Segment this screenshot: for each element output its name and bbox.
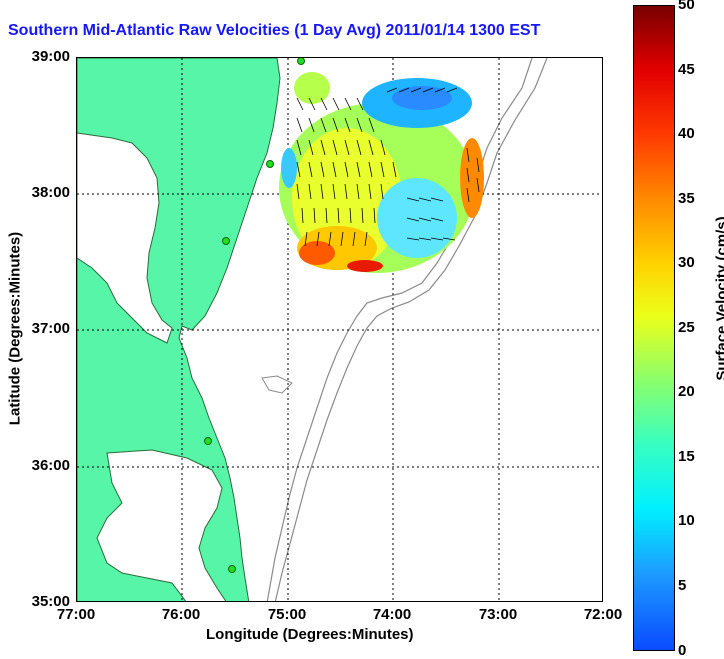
colorbar — [633, 5, 675, 651]
colorbar-tick: 10 — [678, 512, 695, 529]
x-tick-label: 74:00 — [372, 606, 412, 623]
bathymetry-contour-2 — [274, 58, 548, 601]
colorbar-tick: 45 — [678, 61, 695, 78]
x-tick-label: 76:00 — [161, 606, 201, 623]
colorbar-tick: 0 — [678, 642, 687, 659]
colorbar-tick: 40 — [678, 125, 695, 142]
velocity-field — [279, 72, 484, 273]
x-tick-label: 77:00 — [56, 606, 96, 623]
velocity-vectors — [296, 87, 480, 247]
map-canvas — [77, 58, 602, 601]
colorbar-gradient — [634, 6, 674, 650]
colorbar-tick: 30 — [678, 254, 695, 271]
map-plot-area — [76, 57, 603, 602]
y-tick-label: 38:00 — [31, 184, 70, 201]
bathymetry-contour-3 — [261, 375, 293, 394]
y-tick-label: 35:00 — [31, 593, 70, 610]
x-axis-label: Longitude (Degrees:Minutes) — [206, 626, 414, 643]
y-axis-label: Latitude (Degrees:Minutes) — [6, 231, 24, 426]
x-tick-label: 75:00 — [267, 606, 307, 623]
y-tick-label: 39:00 — [31, 48, 70, 65]
colorbar-tick: 20 — [678, 383, 695, 400]
pamlico-sound — [96, 449, 227, 601]
colorbar-label: Surface Velocity (cm/s) — [713, 216, 724, 381]
map-title: Southern Mid-Atlantic Raw Velocities (1 … — [8, 22, 541, 39]
chesapeake-bay — [77, 132, 173, 344]
y-tick-label: 36:00 — [31, 457, 70, 474]
colorbar-tick: 35 — [678, 190, 695, 207]
colorbar-tick: 5 — [678, 577, 687, 594]
x-tick-label: 73:00 — [478, 606, 518, 623]
colorbar-tick: 25 — [678, 319, 695, 336]
x-tick-label: 72:00 — [583, 606, 623, 623]
y-tick-label: 37:00 — [31, 320, 70, 337]
colorbar-tick: 15 — [678, 448, 695, 465]
colorbar-tick: 50 — [678, 0, 695, 13]
radar-stations — [204, 58, 305, 573]
